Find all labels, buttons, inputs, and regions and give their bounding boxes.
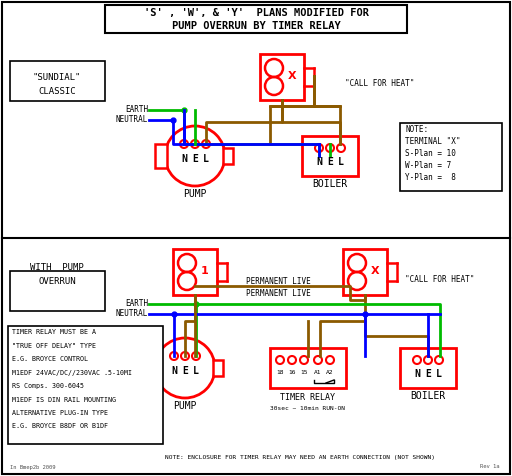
Text: N: N	[414, 369, 420, 379]
FancyBboxPatch shape	[155, 144, 167, 168]
Text: Rev 1a: Rev 1a	[480, 465, 500, 469]
FancyBboxPatch shape	[343, 249, 387, 295]
FancyBboxPatch shape	[260, 54, 304, 100]
Text: L: L	[193, 366, 199, 376]
FancyBboxPatch shape	[270, 348, 346, 388]
Text: N: N	[171, 366, 177, 376]
Text: RS Comps. 300-6045: RS Comps. 300-6045	[12, 383, 84, 389]
Text: E: E	[192, 154, 198, 164]
Text: PUMP: PUMP	[173, 401, 197, 411]
Text: PERMANENT LIVE: PERMANENT LIVE	[246, 277, 310, 286]
Text: TERMINAL "X": TERMINAL "X"	[405, 138, 460, 147]
Text: E.G. BROYCE B8DF OR B1DF: E.G. BROYCE B8DF OR B1DF	[12, 424, 108, 429]
FancyBboxPatch shape	[400, 348, 456, 388]
Text: S-Plan = 10: S-Plan = 10	[405, 149, 456, 159]
Text: M1EDF IS DIN RAIL MOUNTING: M1EDF IS DIN RAIL MOUNTING	[12, 397, 116, 403]
Text: E.G. BROYCE CONTROL: E.G. BROYCE CONTROL	[12, 356, 88, 362]
Text: W-Plan = 7: W-Plan = 7	[405, 161, 451, 170]
Text: TIMER RELAY: TIMER RELAY	[281, 394, 335, 403]
Text: N: N	[316, 157, 322, 167]
Text: L: L	[338, 157, 344, 167]
Text: NEUTRAL: NEUTRAL	[116, 309, 148, 318]
Text: OVERRUN: OVERRUN	[38, 278, 76, 287]
Text: "TRUE OFF DELAY" TYPE: "TRUE OFF DELAY" TYPE	[12, 343, 96, 348]
Text: BOILER: BOILER	[312, 179, 348, 189]
Text: NOTE: ENCLOSURE FOR TIMER RELAY MAY NEED AN EARTH CONNECTION (NOT SHOWN): NOTE: ENCLOSURE FOR TIMER RELAY MAY NEED…	[165, 456, 435, 460]
Text: L: L	[203, 154, 209, 164]
FancyBboxPatch shape	[8, 326, 163, 444]
Text: Y-Plan =  8: Y-Plan = 8	[405, 173, 456, 182]
FancyBboxPatch shape	[10, 61, 105, 101]
Text: "SUNDIAL": "SUNDIAL"	[33, 72, 81, 81]
Text: NOTE:: NOTE:	[405, 126, 428, 135]
Text: E: E	[327, 157, 333, 167]
FancyBboxPatch shape	[213, 360, 223, 376]
Text: X: X	[288, 71, 296, 81]
Text: PUMP: PUMP	[183, 189, 207, 199]
Text: E: E	[182, 366, 188, 376]
Text: "CALL FOR HEAT": "CALL FOR HEAT"	[405, 275, 475, 284]
Text: PERMANENT LIVE: PERMANENT LIVE	[246, 288, 310, 298]
FancyBboxPatch shape	[302, 136, 358, 176]
Text: NEUTRAL: NEUTRAL	[116, 116, 148, 125]
Text: 30sec ~ 10min RUN-ON: 30sec ~ 10min RUN-ON	[270, 406, 346, 410]
FancyBboxPatch shape	[10, 271, 105, 311]
FancyBboxPatch shape	[173, 249, 217, 295]
Text: PUMP OVERRUN BY TIMER RELAY: PUMP OVERRUN BY TIMER RELAY	[172, 21, 340, 31]
Text: EARTH: EARTH	[125, 106, 148, 115]
Text: E: E	[425, 369, 431, 379]
Text: EARTH: EARTH	[125, 299, 148, 308]
Text: X: X	[371, 266, 379, 276]
Text: TIMER RELAY MUST BE A: TIMER RELAY MUST BE A	[12, 329, 96, 335]
Text: ALTERNATIVE PLUG-IN TYPE: ALTERNATIVE PLUG-IN TYPE	[12, 410, 108, 416]
Text: In Bmep2b 2009: In Bmep2b 2009	[10, 465, 55, 469]
Text: 'S' , 'W', & 'Y'  PLANS MODIFIED FOR: 'S' , 'W', & 'Y' PLANS MODIFIED FOR	[143, 8, 369, 18]
Text: A1: A1	[314, 370, 322, 376]
Text: 15: 15	[300, 370, 308, 376]
FancyBboxPatch shape	[400, 123, 502, 191]
Text: 1: 1	[201, 266, 209, 276]
Text: BOILER: BOILER	[411, 391, 445, 401]
Text: A2: A2	[326, 370, 334, 376]
FancyBboxPatch shape	[105, 5, 407, 33]
Text: CLASSIC: CLASSIC	[38, 87, 76, 96]
FancyBboxPatch shape	[223, 148, 233, 164]
Text: 18: 18	[276, 370, 284, 376]
Text: WITH  PUMP: WITH PUMP	[30, 264, 84, 272]
Text: L: L	[436, 369, 442, 379]
Text: 16: 16	[288, 370, 296, 376]
Text: N: N	[181, 154, 187, 164]
Text: M1EDF 24VAC/DC//230VAC .5-10MI: M1EDF 24VAC/DC//230VAC .5-10MI	[12, 369, 132, 376]
FancyBboxPatch shape	[145, 356, 157, 380]
Text: "CALL FOR HEAT": "CALL FOR HEAT"	[345, 79, 414, 89]
